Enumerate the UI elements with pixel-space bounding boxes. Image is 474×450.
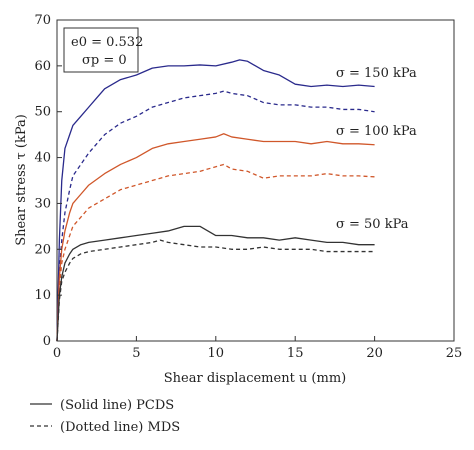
series-layer [56, 59, 375, 342]
x-tick-label-2: 10 [208, 346, 225, 361]
x-axis-label: Shear displacement u (mm) [164, 371, 346, 386]
ticks-layer: 0 5 10 15 20 25 0 10 20 30 40 50 60 70 [34, 13, 462, 361]
info-box-line2: σp = 0 [82, 53, 127, 68]
series-line-2-solid [56, 133, 375, 342]
x-tick-label-5: 25 [446, 346, 463, 361]
y-tick-label-5: 50 [34, 105, 51, 120]
y-tick-label-1: 10 [34, 288, 51, 303]
series-line-0-solid [56, 59, 375, 342]
y-tick-label-6: 60 [34, 59, 51, 74]
series-line-5-dotted [56, 239, 375, 342]
legend-dotted-label: (Dotted line) MDS [60, 420, 180, 435]
y-tick-label-3: 30 [34, 196, 51, 211]
legend-solid-label: (Solid line) PCDS [60, 398, 174, 413]
info-box-frame [63, 27, 139, 73]
annotation-100kpa: σ = 100 kPa [336, 124, 417, 139]
plot-area [56, 19, 455, 342]
y-tick-label-2: 20 [34, 242, 51, 257]
annotation-150kpa: σ = 150 kPa [336, 66, 417, 81]
y-tick-label-0: 0 [43, 334, 51, 349]
x-tick-label-0: 0 [53, 346, 61, 361]
y-axis-label: Shear stress τ (kPa) [14, 114, 29, 246]
series-line-4-solid [56, 225, 375, 342]
x-tick-label-3: 15 [287, 346, 304, 361]
legend: (Solid line) PCDS (Dotted line) MDS [30, 398, 180, 435]
x-tick-label-1: 5 [132, 346, 140, 361]
y-tick-label-7: 70 [34, 13, 51, 28]
x-tick-label-4: 20 [366, 346, 383, 361]
info-box: e0 = 0.532 σp = 0 [63, 27, 143, 73]
info-box-line1: e0 = 0.532 [71, 35, 143, 50]
y-tick-label-4: 40 [34, 151, 51, 166]
series-line-1-dotted [56, 90, 375, 342]
annotation-50kpa: σ = 50 kPa [336, 217, 409, 232]
series-line-3-dotted [56, 163, 375, 342]
plot-frame [56, 19, 455, 342]
